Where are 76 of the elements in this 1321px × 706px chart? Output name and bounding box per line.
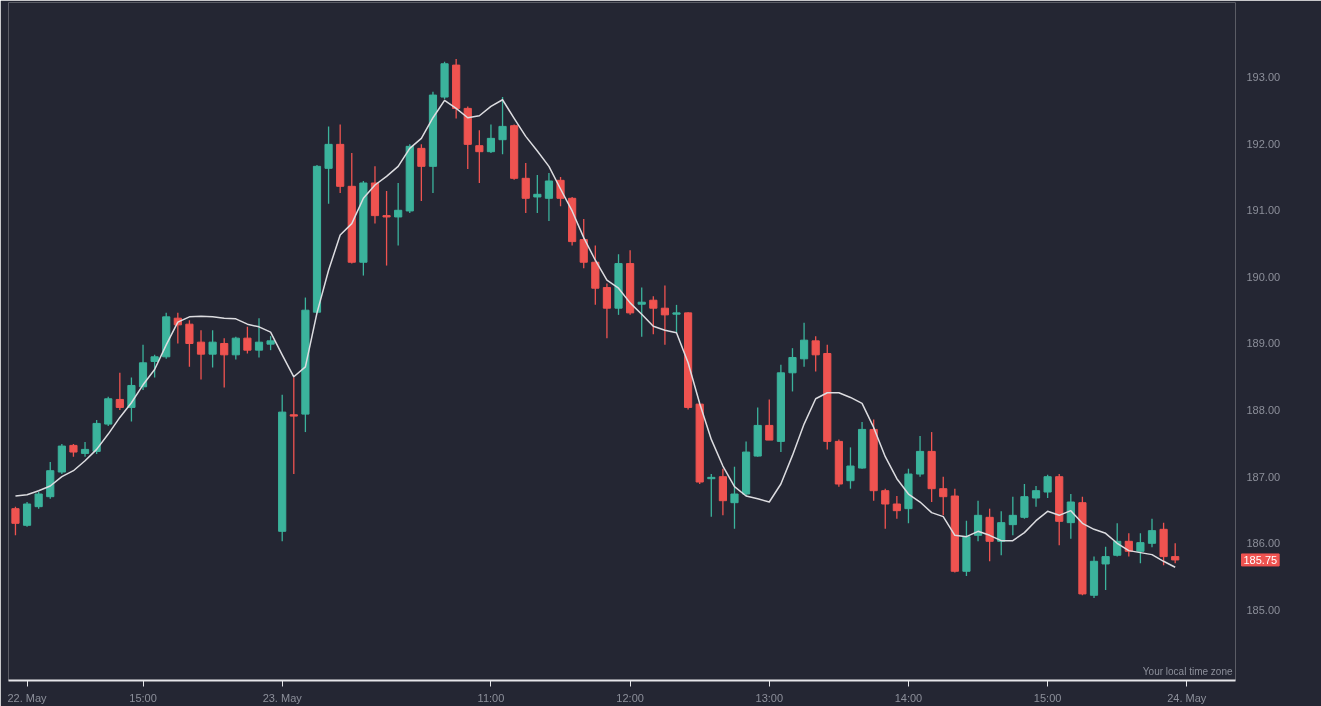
y-tick-label: 185.00 [1246,603,1281,616]
candlestick [637,286,646,338]
candlestick [765,398,774,441]
x-tick-label: 14:00 [894,691,923,704]
text: 185.75 [1243,553,1278,566]
candlestick [533,174,542,214]
candlestick [382,190,391,267]
candlestick [185,319,194,368]
y-tick-label: 186.00 [1246,537,1281,550]
candlestick [289,376,298,475]
candlestick [254,317,264,359]
candlestick [1031,485,1041,508]
candlestick [672,304,681,334]
candlestick [1171,542,1180,564]
candlestick [486,123,496,154]
candlestick [417,143,426,202]
candlestick [127,376,136,423]
candlestick [1043,474,1052,499]
candlestick [707,473,716,518]
candlestick [475,129,484,184]
candlestick [1020,483,1029,520]
y-tick-label: 193.00 [1246,71,1281,84]
candlestick [394,182,403,247]
candlestick [579,218,588,269]
y-tick-label: 191.00 [1246,204,1281,217]
y-tick-label: 192.00 [1246,137,1281,150]
candlestick [544,172,554,222]
y-tick-label: 190.00 [1246,270,1281,283]
x-tick-label: 15:00 [129,691,157,704]
candlestick [788,347,797,393]
candlestick [115,372,124,411]
candlestick [881,488,890,530]
candlestick [973,500,983,542]
candlestick [80,441,90,458]
candlestick [22,501,32,528]
candlestick [985,508,994,562]
candlestick [602,282,612,339]
x-tick-label: 23. May [262,691,303,704]
x-tick-label: 15:00 [1033,691,1062,704]
candlestick [1008,496,1017,536]
candlestick [915,435,925,478]
candlestick [324,125,333,205]
y-tick-label: 188.00 [1246,404,1281,417]
candlestick [521,162,530,214]
x-tick-label: 24. May [1167,691,1207,704]
candlestick [718,468,727,516]
candlestick [220,337,229,389]
candlestick [498,96,507,155]
candlestick [892,495,901,520]
candlestick [208,329,217,369]
candlestick [196,329,206,381]
annotation: Your local time zone [1142,665,1233,677]
candlestick [1147,518,1157,548]
x-tick-label: 22. May [7,691,48,704]
x-tick-label: 11:00 [477,691,505,704]
candlestick [138,344,148,391]
candlestick [730,466,739,530]
y-tick-label: 189.00 [1246,337,1281,350]
x-tick-label: 12:00 [616,691,644,704]
candlestick [231,336,240,361]
candlestick [1136,532,1145,564]
candlestick [649,295,658,335]
candlestick [243,326,252,355]
candlestick [11,506,20,536]
line-series [14,98,1176,569]
y-tick-label: 187.00 [1246,470,1281,483]
x-tick-label: 13:00 [755,691,784,704]
candlestick [660,284,670,346]
candlestick [811,335,820,373]
candlestick [846,446,855,490]
candlestick [997,510,1006,556]
candlestick [1101,545,1110,591]
candlestick [1066,493,1075,540]
candlestick [939,476,948,516]
candlestick [799,322,809,368]
candlestick [150,354,159,379]
